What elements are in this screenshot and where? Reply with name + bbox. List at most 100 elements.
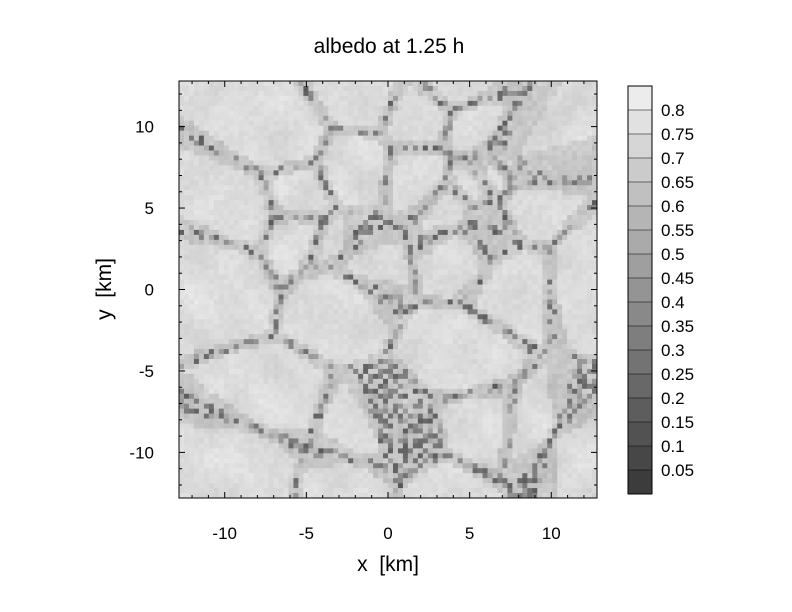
- albedo-field-cell: [213, 120, 220, 127]
- albedo-field-cell: [183, 314, 190, 320]
- albedo-field-cell: [363, 294, 369, 300]
- albedo-field-cell: [407, 81, 414, 87]
- albedo-field-cell: [203, 210, 210, 216]
- albedo-field-cell: [497, 334, 503, 340]
- albedo-field-cell: [562, 368, 568, 375]
- albedo-field-cell: [402, 269, 409, 275]
- albedo-field-cell: [283, 279, 289, 285]
- albedo-field-cell: [432, 269, 439, 275]
- albedo-field-cell: [452, 363, 459, 370]
- albedo-field-cell: [353, 349, 359, 355]
- albedo-field-cell: [492, 284, 498, 290]
- albedo-field-cell: [472, 339, 478, 345]
- albedo-field-cell: [323, 90, 329, 97]
- albedo-field-cell: [572, 115, 578, 122]
- albedo-field-cell: [542, 224, 548, 231]
- albedo-field-cell: [298, 110, 304, 117]
- albedo-field-cell: [183, 180, 190, 186]
- albedo-field-cell: [288, 234, 294, 241]
- albedo-field-cell: [507, 100, 513, 107]
- albedo-field-cell: [412, 269, 419, 275]
- albedo-field-cell: [358, 110, 364, 117]
- albedo-field-cell: [392, 239, 399, 246]
- chart-title: albedo at 1.25 h: [314, 35, 465, 58]
- albedo-field-cell: [492, 95, 498, 102]
- albedo-field-cell: [427, 135, 434, 141]
- albedo-field-cell: [383, 135, 389, 141]
- albedo-field-cell: [442, 125, 449, 132]
- albedo-field-cell: [482, 180, 488, 186]
- albedo-field-cell: [348, 195, 354, 201]
- albedo-field-cell: [368, 130, 374, 136]
- albedo-field-cell: [517, 215, 523, 221]
- albedo-field-cell: [203, 180, 210, 186]
- albedo-field-cell: [248, 224, 255, 231]
- albedo-field-cell: [248, 185, 255, 191]
- albedo-field-cell: [293, 349, 299, 355]
- albedo-field-cell: [388, 220, 394, 226]
- albedo-field-cell: [223, 220, 230, 226]
- albedo-field-cell: [537, 279, 543, 285]
- albedo-field-cell: [422, 220, 429, 226]
- albedo-field-cell: [238, 373, 245, 380]
- albedo-field-cell: [487, 234, 493, 241]
- albedo-field-cell: [278, 304, 284, 310]
- albedo-field-cell: [452, 274, 459, 280]
- albedo-field-cell: [228, 329, 235, 335]
- albedo-field-cell: [487, 339, 493, 345]
- albedo-field-cell: [343, 249, 349, 256]
- albedo-field-cell: [248, 160, 255, 166]
- albedo-field-cell: [437, 85, 444, 92]
- albedo-field-cell: [388, 363, 394, 370]
- albedo-field-cell: [487, 155, 493, 161]
- albedo-field-cell: [477, 135, 483, 141]
- albedo-field-cell: [383, 155, 389, 161]
- albedo-field-cell: [253, 160, 260, 166]
- albedo-field-cell: [323, 234, 329, 241]
- albedo-field-cell: [223, 115, 230, 122]
- albedo-field-cell: [283, 185, 289, 191]
- albedo-field-cell: [557, 314, 563, 320]
- albedo-field-cell: [283, 160, 289, 166]
- albedo-field-cell: [427, 140, 434, 146]
- albedo-field-cell: [248, 334, 255, 340]
- albedo-field-cell: [318, 85, 324, 92]
- albedo-field-cell: [507, 224, 513, 231]
- albedo-field-cell: [188, 90, 195, 97]
- albedo-field-cell: [198, 205, 205, 211]
- albedo-field-cell: [223, 264, 230, 271]
- albedo-field-cell: [497, 145, 503, 151]
- albedo-field-cell: [402, 354, 409, 360]
- albedo-field-cell: [323, 319, 329, 325]
- albedo-field-cell: [298, 319, 304, 325]
- albedo-field-cell: [333, 314, 339, 320]
- albedo-field-cell: [492, 155, 498, 161]
- albedo-field-cell: [288, 180, 294, 186]
- albedo-field-cell: [208, 259, 215, 266]
- albedo-field-cell: [368, 244, 374, 251]
- albedo-field-cell: [497, 220, 503, 226]
- albedo-field-cell: [203, 319, 210, 325]
- albedo-field-cell: [383, 259, 389, 266]
- albedo-field-cell: [592, 294, 598, 300]
- albedo-field-cell: [397, 150, 404, 156]
- albedo-field-cell: [313, 125, 319, 132]
- albedo-field-cell: [263, 140, 269, 146]
- albedo-field-cell: [422, 224, 429, 231]
- albedo-field-cell: [348, 200, 354, 206]
- albedo-field-cell: [522, 160, 528, 166]
- albedo-field-cell: [363, 309, 369, 315]
- albedo-field-cell: [512, 289, 518, 295]
- albedo-field-cell: [198, 165, 205, 171]
- albedo-field-cell: [472, 349, 478, 355]
- albedo-field-cell: [492, 314, 498, 320]
- albedo-field-cell: [263, 299, 269, 305]
- albedo-field-cell: [183, 110, 190, 117]
- albedo-field-cell: [263, 309, 269, 315]
- albedo-field-cell: [457, 185, 464, 191]
- albedo-field-cell: [397, 135, 404, 141]
- albedo-field-cell: [348, 304, 354, 310]
- albedo-field-cell: [522, 259, 528, 266]
- albedo-field-cell: [248, 314, 255, 320]
- albedo-field-cell: [412, 244, 419, 251]
